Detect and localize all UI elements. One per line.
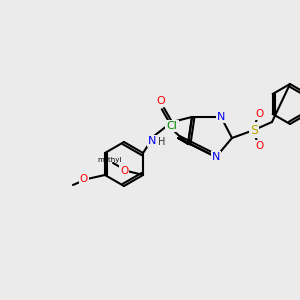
Text: O: O <box>120 166 128 176</box>
Text: N: N <box>217 112 225 122</box>
Text: O: O <box>157 96 165 106</box>
Text: O: O <box>256 109 264 119</box>
Text: H: H <box>158 137 166 147</box>
Text: O: O <box>256 141 264 151</box>
Text: Cl: Cl <box>167 121 177 131</box>
Text: methyl: methyl <box>98 157 122 163</box>
Text: O: O <box>80 174 88 184</box>
Text: N: N <box>212 152 220 162</box>
Text: S: S <box>250 124 258 136</box>
Text: N: N <box>148 136 156 146</box>
